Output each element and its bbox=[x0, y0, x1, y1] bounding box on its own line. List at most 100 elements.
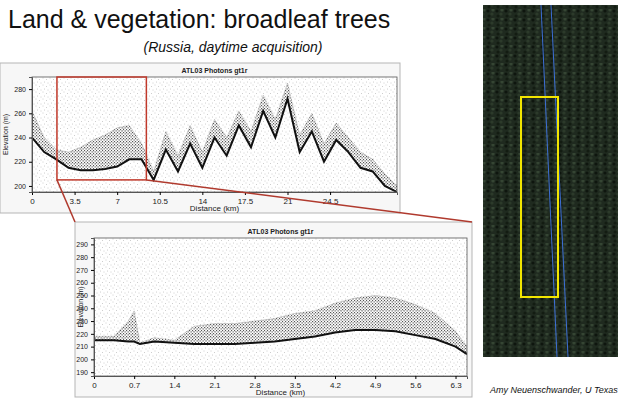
y-tick-label: 260 bbox=[14, 110, 26, 117]
y-tick: 240 bbox=[14, 134, 32, 141]
y-tick-label: 220 bbox=[14, 158, 26, 165]
chart-title: ATL03 Photons gt1r bbox=[248, 228, 314, 236]
y-axis-title: Elevation (m) bbox=[77, 286, 85, 327]
plot-background bbox=[32, 77, 397, 192]
y-tick: 270 bbox=[76, 267, 94, 274]
x-tick: 0.7 bbox=[129, 376, 141, 390]
y-axis: 200 220 240 260 280 bbox=[14, 78, 32, 193]
x-tick: 0 bbox=[30, 192, 35, 206]
y-tick-mark bbox=[91, 257, 94, 258]
x-tick-mark bbox=[134, 376, 135, 379]
y-tick-label: 240 bbox=[14, 134, 26, 141]
y-tick-mark bbox=[91, 334, 94, 335]
track-line bbox=[551, 5, 568, 357]
x-tick-label: 0 bbox=[92, 381, 97, 390]
x-tick-label: 0 bbox=[30, 197, 35, 206]
y-tick-mark bbox=[91, 308, 94, 309]
y-tick-mark bbox=[91, 283, 94, 284]
x-tick-label: 6.3 bbox=[450, 381, 462, 390]
x-tick-mark bbox=[330, 192, 331, 195]
x-axis-title: Distance (km) bbox=[256, 388, 306, 397]
x-tick: 7 bbox=[115, 192, 120, 206]
ground-photons bbox=[32, 99, 397, 192]
x-tick-mark bbox=[456, 376, 457, 379]
x-tick-label: 5.6 bbox=[410, 381, 422, 390]
y-tick: 200 bbox=[76, 356, 94, 363]
x-tick-label: 0.7 bbox=[129, 381, 141, 390]
y-tick: 290 bbox=[76, 241, 94, 248]
x-tick: 6.3 bbox=[450, 376, 462, 390]
x-tick-label: 4.9 bbox=[370, 381, 382, 390]
y-tick-mark bbox=[91, 359, 94, 360]
y-tick-label: 220 bbox=[76, 331, 88, 338]
y-tick: 190 bbox=[76, 369, 94, 376]
satellite-image bbox=[483, 5, 618, 357]
y-tick-label: 200 bbox=[14, 183, 26, 190]
figure-frame bbox=[75, 222, 472, 397]
x-tick-label: 2.1 bbox=[209, 381, 221, 390]
y-tick: 200 bbox=[14, 183, 32, 190]
y-tick-mark bbox=[29, 186, 32, 187]
ground-photons bbox=[94, 330, 467, 354]
x-axis-line bbox=[33, 193, 398, 196]
x-tick-label: 3.5 bbox=[70, 197, 82, 206]
slide: Land & vegetation: broadleaf trees (Russi… bbox=[0, 0, 624, 398]
x-tick: 3.5 bbox=[70, 192, 82, 206]
credit: Amy Neuenschwander, U Texas bbox=[489, 385, 618, 395]
plot-frame bbox=[94, 238, 467, 376]
x-tick-mark bbox=[202, 192, 203, 195]
y-tick: 210 bbox=[76, 343, 94, 350]
y-tick-mark bbox=[29, 113, 32, 114]
x-tick-mark bbox=[288, 192, 289, 195]
x-tick: 0 bbox=[92, 376, 97, 390]
x-axis-line bbox=[95, 377, 468, 380]
x-tick: 10.5 bbox=[152, 192, 168, 206]
x-tick-mark bbox=[255, 376, 256, 379]
x-tick-mark bbox=[117, 192, 118, 195]
zoom-box bbox=[521, 97, 558, 297]
x-tick: 1.4 bbox=[169, 376, 181, 390]
x-tick-label: 10.5 bbox=[152, 197, 168, 206]
y-tick-label: 190 bbox=[76, 369, 88, 376]
y-tick: 260 bbox=[14, 110, 32, 117]
y-tick-mark bbox=[91, 296, 94, 297]
y-tick-mark bbox=[29, 138, 32, 139]
y-tick-label: 210 bbox=[76, 343, 88, 350]
y-tick-mark bbox=[29, 162, 32, 163]
zoom-connector bbox=[146, 180, 472, 222]
y-axis-title: Elevation (m) bbox=[2, 114, 10, 155]
plot-frame bbox=[32, 77, 397, 192]
y-tick-label: 280 bbox=[14, 86, 26, 93]
y-axis-line bbox=[29, 78, 33, 193]
x-tick-label: 17.5 bbox=[238, 197, 254, 206]
x-tick: 4.9 bbox=[370, 376, 382, 390]
y-tick-mark bbox=[29, 89, 32, 90]
y-tick-label: 280 bbox=[76, 254, 88, 261]
zoom-connector bbox=[57, 180, 75, 222]
x-tick: 2.1 bbox=[209, 376, 221, 390]
plot-background bbox=[94, 238, 467, 376]
canopy-photons bbox=[32, 83, 397, 192]
y-tick-label: 290 bbox=[76, 241, 88, 248]
x-tick-mark bbox=[295, 376, 296, 379]
y-tick-mark bbox=[91, 244, 94, 245]
track-line bbox=[541, 5, 557, 357]
x-tick-mark bbox=[160, 192, 161, 195]
slide-subtitle: (Russia, daytime acquisition) bbox=[144, 39, 323, 55]
y-tick-mark bbox=[91, 321, 94, 322]
y-tick-label: 260 bbox=[76, 279, 88, 286]
x-tick-mark bbox=[335, 376, 336, 379]
zoom-highlight bbox=[57, 77, 146, 180]
slide-title: Land & vegetation: broadleaf trees bbox=[8, 5, 390, 33]
chart: 03.5710.51417.52124.5200220240260280ATL0… bbox=[0, 63, 400, 213]
y-tick-mark bbox=[91, 347, 94, 348]
x-axis-title: Distance (km) bbox=[190, 204, 240, 213]
y-tick-mark bbox=[91, 270, 94, 271]
x-tick: 5.6 bbox=[410, 376, 422, 390]
y-tick: 260 bbox=[76, 279, 94, 286]
y-tick: 280 bbox=[14, 86, 32, 93]
photon-noise bbox=[32, 77, 397, 192]
y-tick: 220 bbox=[14, 158, 32, 165]
x-tick-mark bbox=[415, 376, 416, 379]
x-tick-mark bbox=[215, 376, 216, 379]
